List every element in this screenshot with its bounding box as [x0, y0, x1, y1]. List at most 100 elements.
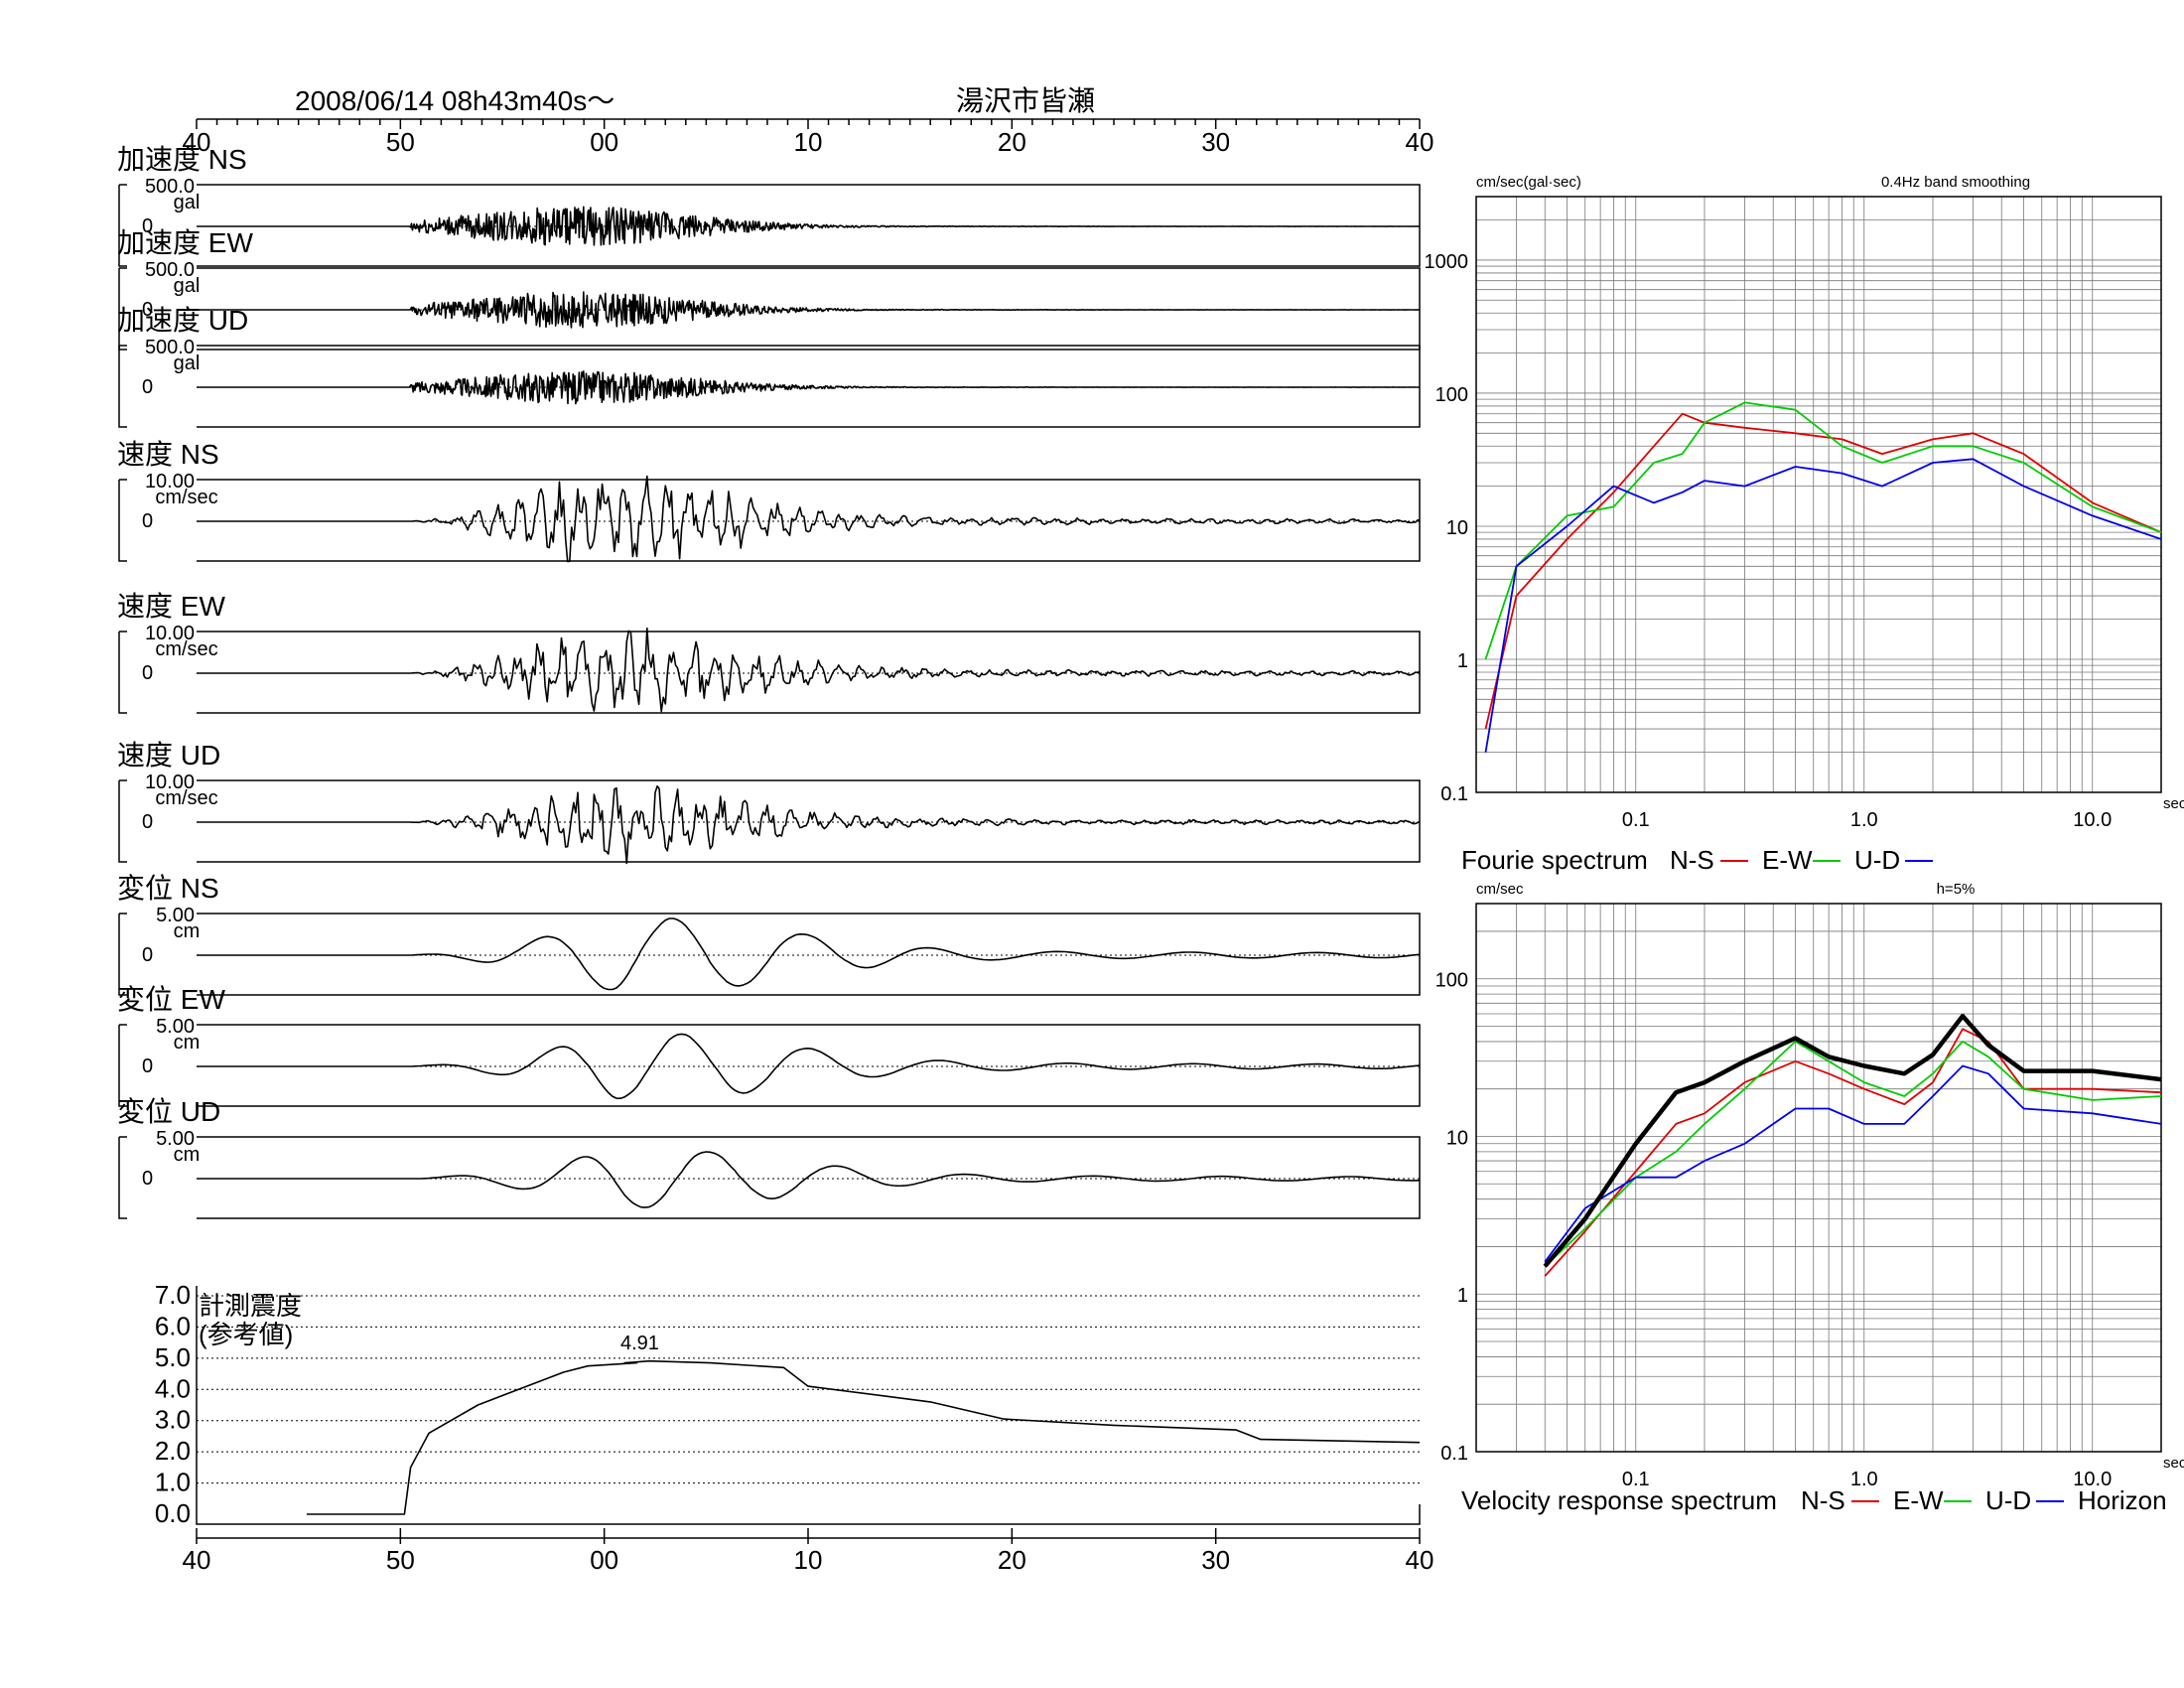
waveform-bracket	[118, 480, 127, 562]
legend-label: U-D	[1854, 845, 1900, 875]
waveform-unit: cm/sec	[155, 487, 217, 508]
bottom-axis-tick-label: 00	[590, 1545, 618, 1575]
spectrum-subtitle: 0.4Hz band smoothing	[1881, 174, 2030, 191]
intensity-axes	[196, 1286, 1421, 1525]
waveform-trace	[197, 1033, 1421, 1099]
legend-label: E-W	[1762, 845, 1813, 875]
waveform-label: 変位 UD	[117, 1096, 220, 1127]
waveform-trace	[197, 475, 1421, 563]
spectrum-frame	[1475, 903, 2162, 1453]
waveform-frame	[197, 267, 1421, 351]
waveform-label: 変位 NS	[117, 873, 219, 904]
bottom-axis-tick-label: 20	[998, 1545, 1026, 1575]
spectrum-y-tick-label: 10	[1446, 517, 1468, 539]
spectrum-x-tick-label: 10.0	[2073, 1469, 2112, 1490]
top-axis-tick-label: 30	[1201, 127, 1230, 157]
waveform-unit: cm/sec	[155, 787, 217, 809]
waveform-label: 加速度 UD	[117, 305, 248, 336]
waveform-bracket	[118, 632, 127, 714]
waveform-bracket	[118, 780, 127, 863]
spectrum-series-e-w	[1484, 401, 2162, 660]
waveform-scale: 500.0	[145, 259, 195, 281]
record-datetime: 2008/06/14 08h43m40s～	[295, 85, 614, 116]
waveform-unit: cm	[174, 1144, 201, 1166]
top-time-axis: 40 50 00 10 20 30 40	[183, 118, 1434, 157]
waveform-trace	[197, 917, 1421, 991]
waveform-label: 加速度 EW	[117, 227, 253, 258]
intensity-y-tick-label: 5.0	[155, 1342, 191, 1372]
spectrum-series-n-s	[1544, 1028, 2162, 1277]
spectrum-y-tick-label: 100	[1435, 384, 1468, 406]
waveform-frame	[197, 913, 1421, 996]
waveform-frame	[197, 479, 1421, 562]
spectrum-x-tick-label: 0.1	[1622, 1469, 1650, 1490]
spectrum-x-tick-label: 0.1	[1622, 809, 1650, 831]
waveform-trace	[197, 206, 1420, 246]
waveform-bracket	[118, 346, 127, 428]
spectrum-x-tick-label: 10.0	[2073, 809, 2112, 831]
spectrum-title: Velocity response spectrum	[1461, 1485, 1777, 1515]
spectrum-y-tick-label: 1	[1457, 650, 1468, 672]
waveform-label: 速度 UD	[117, 740, 220, 771]
waveform-unit: cm	[174, 1032, 201, 1054]
spectrum-x-tick-label: 1.0	[1850, 1469, 1878, 1490]
waveform-frame	[197, 779, 1421, 863]
legend-label: Horizon	[2078, 1485, 2167, 1515]
intensity-max-label: 4.91	[620, 1333, 659, 1354]
fourier-spectrum-panel: 1000 100 10 1 0.1 0.1 1.0 10.0 cm/sec(gal·sec) se…	[1425, 174, 2184, 875]
spectrum-x-label: sec	[2163, 1455, 2184, 1472]
waveform-zero-label: 0	[142, 510, 153, 532]
waveform-frame	[197, 184, 1421, 267]
waveform-zero-label: 0	[142, 299, 153, 321]
waveform-frame	[197, 345, 1421, 428]
bottom-axis-tick-label: 40	[183, 1545, 211, 1575]
waveform-trace	[197, 627, 1421, 713]
intensity-y-tick-label: 0.0	[155, 1498, 191, 1528]
waveform-zero-label: 0	[142, 376, 153, 398]
waveform-unit: gal	[174, 192, 201, 213]
waveform-scale: 10.00	[145, 471, 195, 492]
legend-label: U-D	[1985, 1485, 2031, 1515]
waveform-trace	[197, 784, 1421, 865]
spectrum-title: Fourie spectrum	[1461, 845, 1648, 875]
spectrum-series-u-d	[1484, 458, 2162, 753]
waveform-bracket	[118, 1025, 127, 1107]
waveform-zero-label: 0	[142, 1055, 153, 1077]
legend-label: N-S	[1801, 1485, 1845, 1515]
intensity-panel: 計測震度 (参考値) 4.91 7.06.05.04.03.02.01.00.0…	[155, 1280, 1434, 1575]
spectrum-series-horizon	[1543, 1014, 2162, 1268]
waveform-label: 速度 EW	[117, 591, 225, 622]
spectrum-series-e-w	[1544, 1041, 2162, 1267]
waveform-scale: 10.00	[145, 772, 195, 793]
top-axis-tick-label: 10	[794, 127, 823, 157]
waveform-scale: 500.0	[145, 337, 195, 358]
waveform-label: 変位 EW	[117, 984, 225, 1015]
waveform-label: 速度 NS	[117, 439, 219, 470]
legend-label: E-W	[1893, 1485, 1944, 1515]
waveform-zero-label: 0	[142, 944, 153, 966]
top-axis-tick-label: 40	[183, 127, 211, 157]
waveform-trace	[197, 1151, 1421, 1208]
top-axis-tick-label: 40	[1406, 127, 1434, 157]
intensity-y-tick-label: 1.0	[155, 1468, 191, 1497]
waveform-unit: gal	[174, 275, 201, 297]
waveform-scale: 5.00	[156, 905, 195, 926]
waveform-bracket	[118, 185, 127, 267]
bottom-axis-tick-label: 30	[1201, 1545, 1230, 1575]
waveform-unit: cm/sec	[155, 638, 217, 660]
waveform-unit: gal	[174, 352, 201, 374]
intensity-y-tick-label: 7.0	[155, 1280, 191, 1310]
waveform-bracket	[118, 1137, 127, 1219]
spectrum-y-tick-label: 100	[1435, 970, 1468, 992]
waveform-bracket	[118, 914, 127, 996]
intensity-curve	[306, 1359, 1421, 1515]
waveform-frame	[197, 1024, 1421, 1107]
